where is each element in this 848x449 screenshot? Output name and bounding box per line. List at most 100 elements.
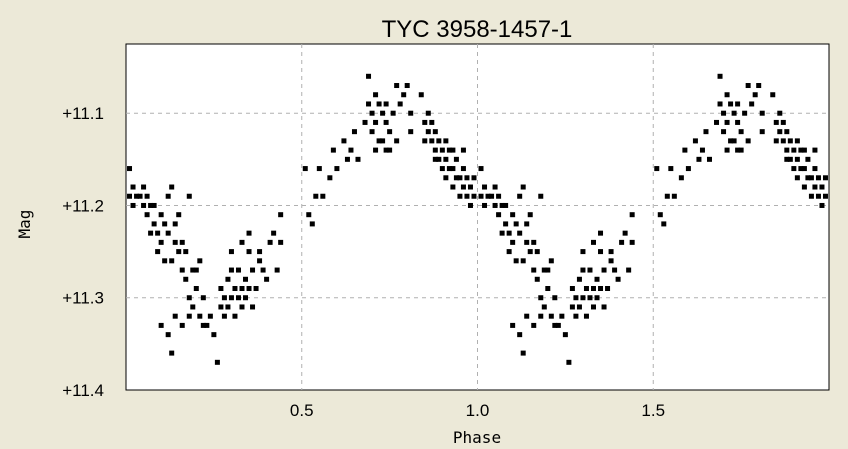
data-point: [668, 166, 674, 172]
data-point: [137, 193, 143, 199]
data-point: [341, 138, 347, 144]
data-point: [735, 119, 741, 125]
data-point: [228, 267, 234, 273]
data-point: [520, 350, 526, 356]
data-point: [362, 119, 368, 125]
data-point: [165, 230, 171, 236]
data-point: [534, 276, 540, 282]
data-point: [629, 239, 635, 245]
data-point: [155, 230, 161, 236]
data-point: [186, 313, 192, 319]
data-point: [794, 175, 800, 181]
data-point: [467, 202, 473, 208]
data-point: [348, 147, 354, 153]
data-point: [756, 83, 762, 89]
data-point: [436, 156, 442, 162]
data-point: [264, 276, 270, 282]
data-point: [510, 239, 516, 245]
data-point: [594, 295, 600, 301]
data-point: [278, 239, 284, 245]
data-point: [717, 101, 723, 107]
data-point: [496, 212, 502, 218]
data-point: [464, 175, 470, 181]
data-point: [141, 202, 147, 208]
data-point: [492, 184, 498, 190]
data-point: [731, 110, 737, 116]
data-point: [278, 212, 284, 218]
data-point: [257, 249, 263, 255]
data-point: [443, 138, 449, 144]
data-point: [787, 156, 793, 162]
data-point: [569, 286, 575, 292]
data-point: [510, 212, 516, 218]
data-point: [316, 166, 322, 172]
data-point: [460, 147, 466, 153]
data-point: [731, 138, 737, 144]
data-point: [615, 276, 621, 282]
data-point: [770, 92, 776, 98]
data-point: [576, 304, 582, 310]
data-point: [573, 313, 579, 319]
data-point: [524, 239, 530, 245]
data-point: [749, 101, 755, 107]
data-point: [408, 129, 414, 135]
data-point: [601, 267, 607, 273]
data-point: [583, 286, 589, 292]
data-point: [179, 322, 185, 328]
data-point: [162, 258, 168, 264]
data-point: [460, 166, 466, 172]
data-point: [169, 184, 175, 190]
data-point: [548, 258, 554, 264]
data-point: [538, 193, 544, 199]
data-point: [513, 221, 519, 227]
data-point: [313, 193, 319, 199]
data-point: [401, 92, 407, 98]
x-tick-label: 0.5: [290, 401, 314, 420]
data-point: [169, 258, 175, 264]
data-point: [527, 212, 533, 218]
data-point: [446, 166, 452, 172]
data-point: [784, 129, 790, 135]
data-point: [306, 212, 312, 218]
data-point: [654, 166, 660, 172]
data-point: [436, 138, 442, 144]
data-point: [320, 193, 326, 199]
data-point: [383, 119, 389, 125]
data-point: [801, 147, 807, 153]
data-point: [418, 92, 424, 98]
data-point: [745, 138, 751, 144]
data-point: [239, 286, 245, 292]
data-point: [534, 249, 540, 255]
data-point: [197, 313, 203, 319]
data-point: [429, 138, 435, 144]
data-point: [221, 313, 227, 319]
data-point: [587, 267, 593, 273]
data-point: [608, 249, 614, 255]
data-point: [541, 267, 547, 273]
y-tick-label: +11.1: [62, 104, 104, 123]
data-point: [699, 147, 705, 153]
data-point: [450, 166, 456, 172]
data-point: [387, 129, 393, 135]
data-point: [503, 221, 509, 227]
data-point: [450, 184, 456, 190]
data-point: [471, 175, 477, 181]
data-point: [706, 156, 712, 162]
data-point: [735, 101, 741, 107]
data-point: [801, 184, 807, 190]
x-axis-label: Phase: [453, 428, 501, 447]
data-point: [344, 156, 350, 162]
data-point: [598, 249, 604, 255]
data-point: [583, 313, 589, 319]
data-point: [808, 175, 814, 181]
data-point: [390, 110, 396, 116]
data-point: [692, 138, 698, 144]
data-point: [759, 129, 765, 135]
data-point: [176, 249, 182, 255]
data-point: [503, 202, 509, 208]
data-point: [531, 267, 537, 273]
data-point: [144, 193, 150, 199]
data-point: [439, 166, 445, 172]
data-point: [794, 138, 800, 144]
data-point: [148, 230, 154, 236]
